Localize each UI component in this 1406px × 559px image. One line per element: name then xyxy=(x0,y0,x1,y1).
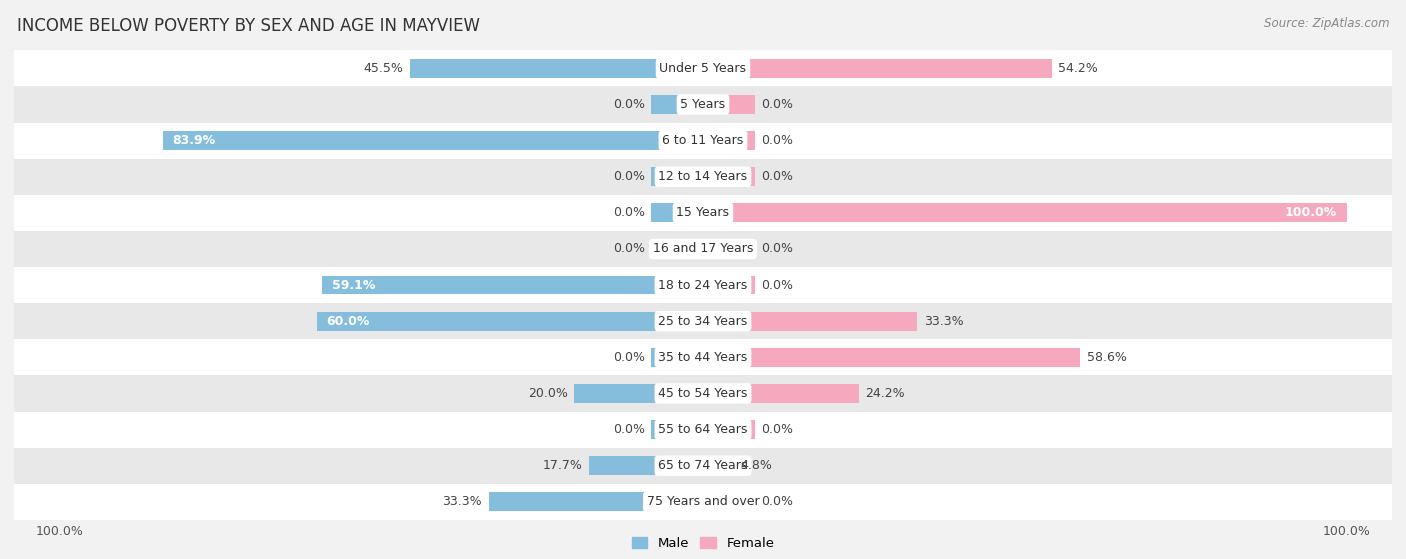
Text: 0.0%: 0.0% xyxy=(761,423,793,436)
Bar xyxy=(651,240,703,258)
Text: 15 Years: 15 Years xyxy=(676,206,730,219)
Text: 18 to 24 Years: 18 to 24 Years xyxy=(658,278,748,292)
Bar xyxy=(651,420,703,439)
Text: 100.0%: 100.0% xyxy=(1285,206,1337,219)
Text: 55 to 64 Years: 55 to 64 Years xyxy=(658,423,748,436)
Bar xyxy=(14,339,1392,376)
Bar xyxy=(703,276,755,295)
Bar xyxy=(703,95,755,114)
Bar xyxy=(703,167,755,186)
Text: Source: ZipAtlas.com: Source: ZipAtlas.com xyxy=(1264,17,1389,30)
Text: 54.2%: 54.2% xyxy=(1059,62,1098,75)
Text: Under 5 Years: Under 5 Years xyxy=(659,62,747,75)
Bar xyxy=(14,267,1392,303)
Bar xyxy=(651,167,703,186)
Bar xyxy=(703,420,755,439)
Bar xyxy=(489,492,703,511)
Text: 65 to 74 Years: 65 to 74 Years xyxy=(658,459,748,472)
Text: 17.7%: 17.7% xyxy=(543,459,582,472)
Bar xyxy=(411,59,703,78)
Bar xyxy=(163,131,703,150)
Text: 0.0%: 0.0% xyxy=(761,98,793,111)
Bar xyxy=(703,59,1052,78)
Bar xyxy=(651,348,703,367)
Bar xyxy=(322,276,703,295)
Text: 0.0%: 0.0% xyxy=(613,98,645,111)
Bar xyxy=(651,203,703,222)
Bar xyxy=(14,195,1392,231)
Text: 0.0%: 0.0% xyxy=(761,495,793,508)
Bar xyxy=(14,448,1392,484)
Text: 83.9%: 83.9% xyxy=(173,134,215,147)
Bar xyxy=(14,376,1392,411)
Bar xyxy=(703,240,755,258)
Text: 45.5%: 45.5% xyxy=(364,62,404,75)
Bar xyxy=(574,384,703,403)
Text: 59.1%: 59.1% xyxy=(332,278,375,292)
Text: 6 to 11 Years: 6 to 11 Years xyxy=(662,134,744,147)
Bar xyxy=(14,303,1392,339)
Bar xyxy=(703,456,734,475)
Bar xyxy=(703,384,859,403)
Bar xyxy=(14,50,1392,87)
Bar xyxy=(14,411,1392,448)
Text: 5 Years: 5 Years xyxy=(681,98,725,111)
Bar xyxy=(14,87,1392,122)
Bar xyxy=(14,231,1392,267)
Bar xyxy=(703,312,917,330)
Text: 45 to 54 Years: 45 to 54 Years xyxy=(658,387,748,400)
Bar xyxy=(316,312,703,330)
Text: 0.0%: 0.0% xyxy=(761,170,793,183)
Text: 20.0%: 20.0% xyxy=(527,387,568,400)
Text: 0.0%: 0.0% xyxy=(613,243,645,255)
Text: 12 to 14 Years: 12 to 14 Years xyxy=(658,170,748,183)
Text: 33.3%: 33.3% xyxy=(924,315,963,328)
Text: 0.0%: 0.0% xyxy=(613,351,645,364)
Text: 35 to 44 Years: 35 to 44 Years xyxy=(658,351,748,364)
Text: 33.3%: 33.3% xyxy=(443,495,482,508)
Text: 0.0%: 0.0% xyxy=(761,278,793,292)
Text: 0.0%: 0.0% xyxy=(613,423,645,436)
Bar xyxy=(703,131,755,150)
Bar xyxy=(589,456,703,475)
Text: 75 Years and over: 75 Years and over xyxy=(647,495,759,508)
Text: 0.0%: 0.0% xyxy=(761,243,793,255)
Bar xyxy=(14,159,1392,195)
Bar xyxy=(14,484,1392,520)
Text: 25 to 34 Years: 25 to 34 Years xyxy=(658,315,748,328)
Bar xyxy=(703,492,755,511)
Text: 24.2%: 24.2% xyxy=(865,387,905,400)
Bar xyxy=(703,203,1347,222)
Bar xyxy=(703,348,1080,367)
Legend: Male, Female: Male, Female xyxy=(626,532,780,556)
Text: INCOME BELOW POVERTY BY SEX AND AGE IN MAYVIEW: INCOME BELOW POVERTY BY SEX AND AGE IN M… xyxy=(17,17,479,35)
Text: 0.0%: 0.0% xyxy=(761,134,793,147)
Text: 60.0%: 60.0% xyxy=(326,315,370,328)
Text: 16 and 17 Years: 16 and 17 Years xyxy=(652,243,754,255)
Bar xyxy=(14,122,1392,159)
Text: 0.0%: 0.0% xyxy=(613,206,645,219)
Text: 4.8%: 4.8% xyxy=(741,459,772,472)
Text: 0.0%: 0.0% xyxy=(613,170,645,183)
Text: 58.6%: 58.6% xyxy=(1087,351,1126,364)
Bar xyxy=(651,95,703,114)
